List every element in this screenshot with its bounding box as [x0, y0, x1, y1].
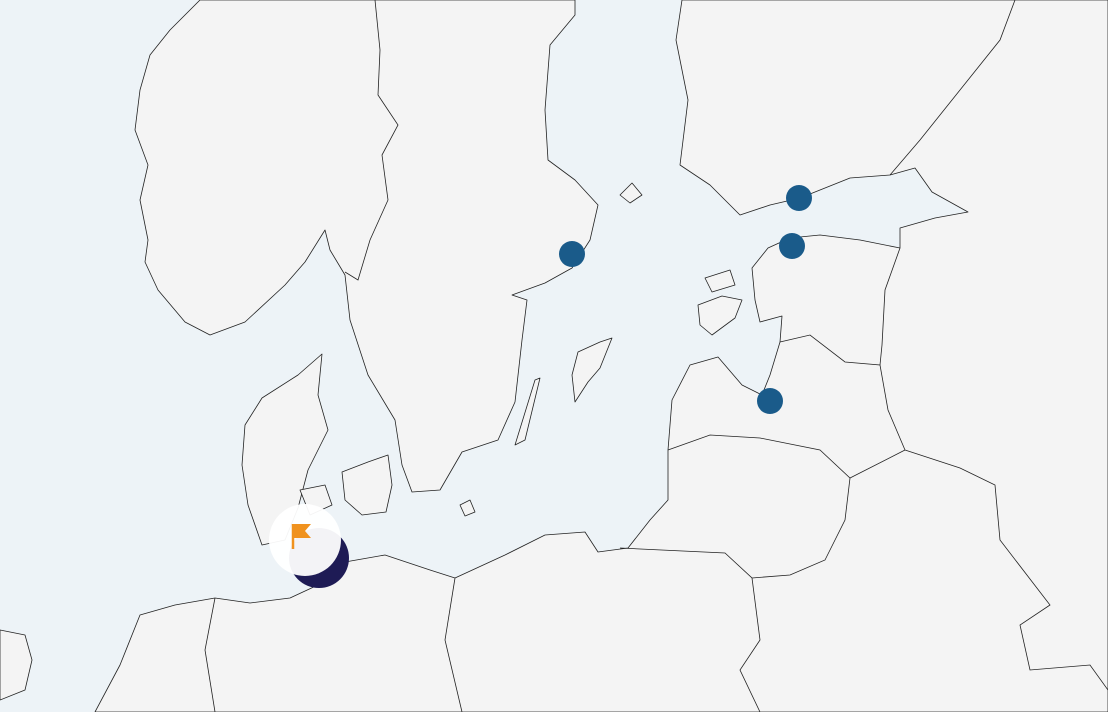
flag-badge[interactable] [269, 504, 341, 576]
estonia-latvia-border [779, 334, 906, 451]
finland-russia-border [889, 0, 1016, 176]
hiiumaa [704, 269, 736, 293]
continent [94, 0, 1108, 712]
belarus-border [904, 449, 1108, 691]
port-marker[interactable] [779, 233, 805, 259]
scandinavia [134, 0, 599, 493]
aland [619, 182, 643, 204]
poland-border [619, 547, 761, 712]
port-marker[interactable] [786, 185, 812, 211]
zealand [341, 454, 393, 516]
denmark-jutland [241, 353, 329, 546]
port-marker[interactable] [559, 241, 585, 267]
oland [514, 377, 541, 446]
lithuania-belarus-border [751, 477, 851, 579]
norway-sweden-border [344, 0, 399, 281]
great-britain [0, 629, 33, 701]
saaremaa [697, 295, 743, 336]
latvia-lithuania-border [667, 434, 906, 479]
germany-poland-border [444, 577, 463, 712]
bornholm [459, 499, 476, 517]
gotland [571, 337, 613, 403]
germany-nl-border [204, 597, 216, 712]
port-marker[interactable] [757, 388, 783, 414]
estonia-russia-border [879, 247, 901, 366]
flag [294, 524, 311, 538]
